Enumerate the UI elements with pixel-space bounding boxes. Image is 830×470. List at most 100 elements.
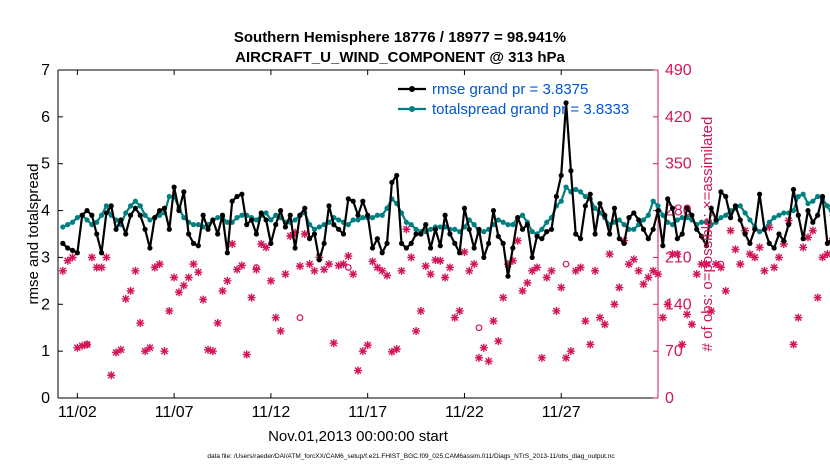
obs-possible-point	[296, 314, 304, 322]
y-tick-label-left: 5	[41, 156, 50, 173]
totalspread-point	[631, 226, 637, 232]
obs-assimilated-point	[649, 266, 658, 275]
rmse-point	[519, 226, 526, 232]
rmse-point	[84, 207, 90, 214]
rmse-point	[398, 240, 405, 246]
obs-assimilated-point	[431, 256, 440, 265]
data-file-footnote: data file: /Users/raeder/DAI/ATM_forcXX/…	[207, 453, 615, 460]
rmse-point	[471, 245, 477, 251]
obs-assimilated-point	[92, 263, 101, 272]
rmse-point	[548, 226, 555, 232]
obs-assimilated-point	[63, 256, 72, 265]
rmse-point	[394, 172, 400, 179]
totalspread-point	[437, 224, 443, 230]
obs-assimilated-point	[223, 276, 232, 285]
obs-assimilated-point	[412, 327, 421, 336]
rmse-point	[495, 233, 501, 239]
obs-assimilated-point	[789, 340, 798, 349]
y-axis-label-left: rmse and totalspread	[25, 164, 42, 305]
rmse-point	[810, 219, 816, 225]
obs-assimilated-point	[823, 250, 830, 259]
obs-assimilated-point	[174, 288, 183, 297]
obs-assimilated-point	[334, 261, 343, 270]
totalspread-point	[234, 215, 240, 221]
obs-assimilated-point	[392, 345, 401, 354]
obs-assimilated-point	[136, 319, 145, 328]
totalspread-point	[142, 212, 148, 218]
rmse-point	[186, 231, 192, 237]
obs-assimilated-point	[494, 337, 503, 346]
obs-possible-point	[252, 264, 260, 271]
obs-assimilated-point	[455, 306, 464, 315]
totalspread-point	[413, 226, 419, 232]
totalspread-point	[273, 212, 279, 218]
obs-assimilated-point	[189, 260, 198, 269]
rmse-point	[776, 231, 782, 237]
rmse-point	[292, 245, 298, 251]
rmse-point	[200, 212, 206, 218]
obs-assimilated-point	[141, 347, 150, 356]
totalspread-point	[263, 210, 269, 216]
rmse-point	[611, 205, 618, 211]
totalspread-point	[544, 219, 550, 225]
rmse-point	[142, 226, 148, 232]
rmse-point	[805, 207, 811, 214]
totalspread-point	[384, 205, 390, 211]
rmse-point	[698, 233, 705, 239]
rmse-point	[761, 226, 768, 232]
totalspread-point	[621, 222, 627, 228]
totalspread-point	[495, 217, 501, 223]
rmse-point	[360, 198, 366, 204]
obs-assimilated-point	[421, 262, 430, 271]
rmse-point	[631, 210, 637, 216]
obs-assimilated-point	[383, 271, 392, 280]
obs-assimilated-point	[591, 266, 600, 275]
obs-assimilated-point	[460, 248, 469, 257]
totalspread-point	[505, 222, 511, 228]
rmse-point	[273, 222, 279, 228]
rmse-point	[539, 236, 545, 242]
totalspread-point	[195, 222, 201, 228]
totalspread-point	[582, 193, 589, 200]
obs-assimilated-point	[465, 266, 474, 275]
totalspread-point	[723, 212, 729, 218]
totalspread-point	[69, 219, 76, 225]
obs-assimilated-point	[484, 357, 493, 366]
totalspread-point	[519, 212, 526, 218]
obs-assimilated-point	[629, 255, 638, 264]
obs-assimilated-point	[208, 347, 217, 356]
obs-assimilated-point	[170, 273, 179, 282]
totalspread-point	[592, 205, 598, 211]
rmse-point	[171, 184, 177, 190]
rmse-point	[195, 243, 201, 249]
obs-assimilated-point	[397, 266, 406, 275]
obs-assimilated-point	[634, 266, 643, 275]
rmse-point	[137, 212, 143, 218]
rmse-point	[602, 212, 608, 218]
obs-assimilated-point	[320, 265, 329, 274]
rmse-point	[157, 207, 163, 214]
rmse-point	[708, 205, 714, 211]
totalspread-point	[640, 217, 647, 223]
rmse-point	[219, 212, 226, 218]
obs-assimilated-point	[528, 266, 537, 275]
totalspread-point	[137, 203, 143, 209]
rmse-point	[132, 205, 139, 211]
rmse-point	[747, 240, 753, 246]
x-tick-label: 11/07	[155, 404, 194, 421]
totalspread-point	[345, 222, 351, 228]
rmse-point	[79, 212, 85, 218]
obs-assimilated-point	[126, 286, 135, 295]
totalspread-point	[360, 215, 366, 221]
rmse-point	[147, 245, 153, 251]
rmse-point	[166, 226, 172, 232]
rmse-point	[263, 217, 269, 223]
obs-assimilated-point	[252, 265, 261, 274]
rmse-point	[152, 215, 158, 221]
legend-marker-totalspread	[409, 106, 415, 112]
totalspread-point	[660, 212, 666, 218]
totalspread-point	[669, 222, 676, 228]
obs-assimilated-point	[286, 232, 295, 241]
totalspread-point	[776, 212, 782, 218]
obs-assimilated-point	[324, 260, 333, 269]
